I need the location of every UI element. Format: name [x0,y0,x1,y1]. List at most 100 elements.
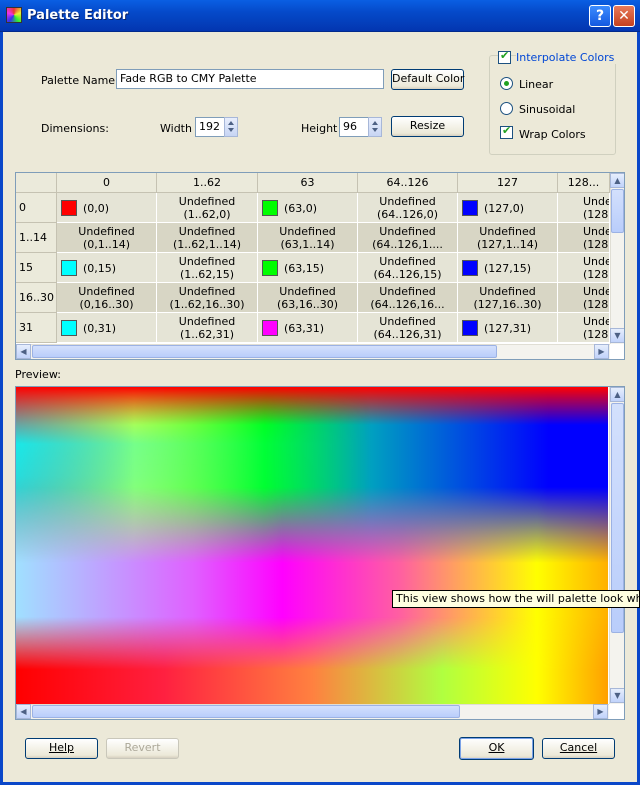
table-horizontal-scrollbar[interactable]: ◀ ▶ [16,344,610,359]
scroll-thumb[interactable] [611,403,624,633]
sinusoidal-radio[interactable] [500,102,513,115]
revert-button-label: Revert [124,741,161,754]
table-cell[interactable]: (127,15) [458,253,558,283]
preview-panel[interactable]: ▲ ▼ ◀ ▶ [15,386,625,720]
help-title-button[interactable]: ? [589,5,611,27]
table-cell[interactable]: (0,15) [57,253,157,283]
revert-button[interactable]: Revert [106,738,179,759]
table-cell[interactable]: (0,0) [57,193,157,223]
interpolate-checkbox[interactable] [498,49,511,64]
width-input[interactable]: 192 [195,117,225,137]
row-header[interactable]: 1..14 [16,223,57,253]
cell-line: Undefined [178,285,236,298]
palette-name-label: Palette Name: [41,74,119,87]
height-input[interactable]: 96 [339,117,369,137]
linear-label[interactable]: Linear [519,78,554,91]
table-cell[interactable]: Unde (128. [558,313,610,343]
table-cell[interactable]: Undefined (0,1..14) [57,223,157,253]
wrap-colors-label[interactable]: Wrap Colors [519,128,586,141]
down-arrow-icon [228,128,234,132]
table-cell[interactable]: Undefined (127,1..14) [458,223,558,253]
row-header[interactable]: 15 [16,253,57,283]
cell-line: (64..126,0) [376,208,439,221]
table-cell[interactable]: (63,31) [258,313,358,343]
scroll-up-icon[interactable]: ▲ [610,387,624,402]
cell-line: (64..126,15) [373,268,442,281]
interpolate-label[interactable]: Interpolate Colors [516,51,617,64]
scroll-down-icon[interactable]: ▼ [610,688,624,703]
table-cell[interactable]: (63,15) [258,253,358,283]
scroll-right-icon[interactable]: ▶ [594,344,609,359]
preview-label: Preview: [15,368,61,381]
cell-line: Undefined [178,225,236,238]
table-cell[interactable]: Undefined (63,1..14) [258,223,358,253]
table-cell[interactable]: Undefined (127,16..30) [458,283,558,313]
table-cell[interactable]: Unde (128. [558,193,610,223]
table-cell[interactable]: Undefined (1..62,31) [157,313,258,343]
width-stepper[interactable] [224,117,238,137]
table-cell[interactable]: Undefined (1..62,16..30) [157,283,258,313]
scroll-thumb[interactable] [32,705,460,718]
table-cell[interactable]: Undefined (64..126,16... [358,283,458,313]
table-vertical-scrollbar[interactable]: ▲ ▼ [610,173,624,344]
table-cell[interactable]: (127,0) [458,193,558,223]
cell-line: (127,1..14) [476,238,539,251]
table-cell[interactable]: Undefined (1..62,1..14) [157,223,258,253]
table-cell[interactable]: Undefined (0,16..30) [57,283,157,313]
table-cell[interactable]: (127,31) [458,313,558,343]
wrap-colors-checkbox[interactable] [500,124,513,139]
linear-radio[interactable] [500,77,513,90]
scroll-thumb[interactable] [32,345,497,358]
default-color-button[interactable]: Default Color [391,69,464,90]
height-label: Height [301,122,338,135]
ok-button[interactable]: OK [459,737,534,760]
table-cell[interactable]: Unde (128. [558,253,610,283]
close-button[interactable]: ✕ [613,5,635,27]
table-cell[interactable]: Undefined (1..62,0) [157,193,258,223]
table-cell[interactable]: Undefined (64..126,1.... [358,223,458,253]
table-cell[interactable]: (0,31) [57,313,157,343]
resize-button[interactable]: Resize [391,116,464,137]
height-stepper[interactable] [368,117,382,137]
help-button[interactable]: Help [25,738,98,759]
scroll-left-icon[interactable]: ◀ [16,704,31,719]
column-header[interactable]: 127 [458,173,558,193]
sinusoidal-label[interactable]: Sinusoidal [519,103,576,116]
cell-value: (0,0) [83,202,110,215]
row-header[interactable]: 31 [16,313,57,343]
table-cell[interactable]: Undefined (64..126,31) [358,313,458,343]
table-cell[interactable]: Undefined (64..126,15) [358,253,458,283]
column-header[interactable]: 63 [258,173,358,193]
column-header[interactable]: 0 [57,173,157,193]
table-cell[interactable]: (63,0) [258,193,358,223]
cancel-button[interactable]: Cancel [542,738,615,759]
cell-line: (1..62,31) [179,328,235,341]
scroll-left-icon[interactable]: ◀ [16,344,31,359]
scroll-right-icon[interactable]: ▶ [593,704,608,719]
title-bar[interactable]: Palette Editor ? ✕ [0,0,640,32]
scroll-up-icon[interactable]: ▲ [610,173,624,188]
preview-vertical-scrollbar[interactable]: ▲ ▼ [609,387,624,704]
window-title: Palette Editor [27,8,129,23]
scroll-down-icon[interactable]: ▼ [610,328,624,343]
preview-horizontal-scrollbar[interactable]: ◀ ▶ [16,704,609,719]
down-arrow-icon [372,128,378,132]
palette-name-input[interactable]: Fade RGB to CMY Palette [116,69,384,89]
column-header[interactable]: 64..126 [358,173,458,193]
dialog-frame [0,32,640,785]
row-header[interactable]: 16..30 [16,283,57,313]
cell-value: (0,31) [83,322,117,335]
cell-line: (128. [583,208,610,221]
table-cell[interactable]: Undefined (64..126,0) [358,193,458,223]
cell-value: (63,31) [284,322,325,335]
row-header[interactable]: 0 [16,193,57,223]
column-header[interactable]: 1..62 [157,173,258,193]
table-cell[interactable]: Undefined (1..62,15) [157,253,258,283]
column-header[interactable]: 128... [558,173,610,193]
table-cell[interactable]: Unde (128. [558,223,610,253]
cell-line: Undefined [479,225,536,238]
table-cell[interactable]: Undefined (63,16..30) [258,283,358,313]
table-cell[interactable]: Unde (128. [558,283,610,313]
scroll-thumb[interactable] [611,189,624,233]
cell-line: Undefined [279,285,336,298]
